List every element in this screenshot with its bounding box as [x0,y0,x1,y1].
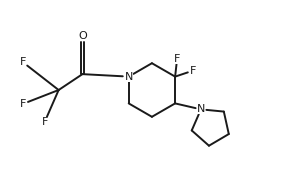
Text: F: F [42,117,48,127]
Text: O: O [78,31,87,41]
Text: N: N [197,104,205,114]
Text: F: F [174,54,180,64]
Text: N: N [125,72,133,82]
Text: F: F [20,57,26,67]
Text: F: F [20,99,26,109]
Text: F: F [190,66,196,76]
